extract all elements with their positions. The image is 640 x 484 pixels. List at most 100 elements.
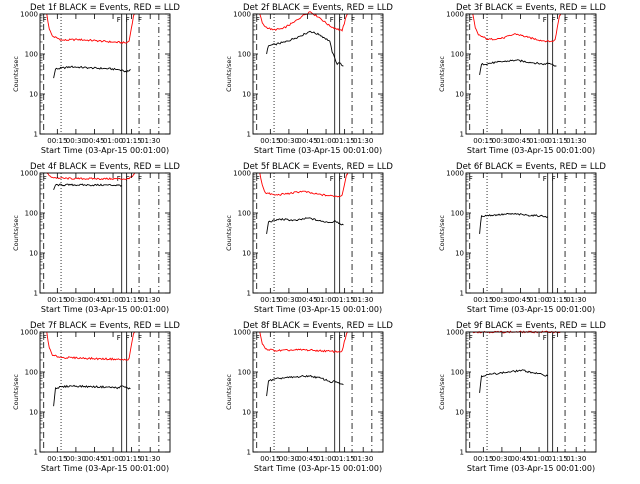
plot-frame	[252, 172, 384, 294]
flag-label: F	[469, 16, 473, 24]
x-tick-label: 00:30	[492, 296, 512, 304]
plot-frame	[39, 13, 171, 135]
y-tick-label: 1000	[20, 329, 38, 337]
panel-title: Det 9f BLACK = Events, RED = LLD	[456, 321, 606, 331]
x-tick-label: 01:00	[316, 296, 336, 304]
x-tick-label: 00:45	[297, 137, 317, 145]
x-tick-label: 01:00	[103, 455, 123, 463]
plot-frame	[465, 13, 597, 135]
flag-label: F	[138, 334, 142, 342]
x-tick-label: 01:15	[335, 296, 355, 304]
panel-title: Det 7f BLACK = Events, RED = LLD	[30, 321, 180, 331]
panel-title: Det 3f BLACK = Events, RED = LLD	[456, 3, 606, 13]
x-tick-label: 01:30	[353, 137, 373, 145]
y-axis-label: Counts/sec	[12, 215, 20, 251]
lld-series-line	[259, 172, 349, 198]
y-tick-label: 10	[455, 250, 464, 258]
flag-label: F	[117, 16, 121, 24]
y-tick-label: 10	[242, 250, 251, 258]
x-tick-label: 01:00	[529, 137, 549, 145]
y-tick-label: 1000	[20, 170, 38, 178]
flag-label: F	[543, 16, 547, 24]
y-axis-label: Counts/sec	[12, 56, 20, 92]
x-tick-label: 01:15	[335, 137, 355, 145]
x-tick-label: 01:00	[103, 137, 123, 145]
plot-frame	[39, 172, 171, 294]
events-series-line	[53, 384, 131, 407]
x-tick-label: 01:30	[140, 455, 160, 463]
x-axis-label: Start Time (03-Apr-15 00:01:00)	[467, 146, 595, 155]
events-series-line	[266, 30, 344, 67]
x-tick-label: 00:15	[473, 296, 493, 304]
x-tick-label: 00:45	[84, 455, 104, 463]
x-tick-label: 01:30	[353, 296, 373, 304]
y-axis-label: Counts/sec	[12, 374, 20, 410]
flag-label: F	[256, 16, 260, 24]
x-tick-label: 01:15	[335, 455, 355, 463]
x-tick-label: 01:00	[316, 455, 336, 463]
y-tick-label: 1	[460, 449, 464, 457]
x-tick-label: 00:45	[297, 455, 317, 463]
x-tick-label: 00:30	[279, 455, 299, 463]
flag-label: F	[43, 175, 47, 183]
flag-label: F	[43, 16, 47, 24]
x-tick-label: 01:30	[566, 455, 586, 463]
y-tick-label: 1	[460, 290, 464, 298]
x-axis-label: Start Time (03-Apr-15 00:01:00)	[41, 305, 169, 314]
flag-label: F	[330, 334, 334, 342]
x-tick-label: 00:45	[510, 296, 530, 304]
x-tick-label: 00:30	[279, 137, 299, 145]
panel-title: Det 5f BLACK = Events, RED = LLD	[243, 162, 393, 172]
flag-label: F	[339, 16, 343, 24]
events-series-line	[53, 65, 131, 79]
x-tick-label: 00:15	[260, 137, 280, 145]
y-tick-label: 1000	[20, 11, 38, 19]
y-tick-label: 1000	[233, 170, 251, 178]
plot-frame	[465, 331, 597, 453]
y-tick-label: 1	[34, 290, 38, 298]
y-tick-label: 1	[34, 449, 38, 457]
x-tick-label: 00:30	[492, 455, 512, 463]
events-series-line	[266, 374, 344, 397]
flag-label: F	[543, 175, 547, 183]
y-tick-label: 100	[25, 51, 38, 59]
x-tick-label: 01:15	[122, 455, 142, 463]
x-tick-label: 00:15	[47, 296, 67, 304]
y-axis-label: Counts/sec	[225, 374, 233, 410]
x-tick-label: 00:30	[492, 137, 512, 145]
panel-title: Det 8f BLACK = Events, RED = LLD	[243, 321, 393, 331]
x-axis-label: Start Time (03-Apr-15 00:01:00)	[41, 146, 169, 155]
events-series-line	[479, 59, 557, 75]
y-tick-label: 1	[247, 449, 251, 457]
y-tick-label: 10	[242, 409, 251, 417]
x-tick-label: 01:00	[316, 137, 336, 145]
flag-label: F	[552, 16, 556, 24]
x-tick-label: 00:15	[473, 137, 493, 145]
y-tick-label: 1	[460, 131, 464, 139]
x-tick-label: 01:15	[548, 137, 568, 145]
flag-label: F	[351, 175, 355, 183]
y-axis-label: Counts/sec	[225, 56, 233, 92]
x-tick-label: 01:30	[566, 296, 586, 304]
flag-label: F	[256, 334, 260, 342]
x-tick-label: 01:30	[566, 137, 586, 145]
x-axis-label: Start Time (03-Apr-15 00:01:00)	[254, 146, 382, 155]
flag-label: F	[126, 16, 130, 24]
x-tick-label: 00:15	[473, 455, 493, 463]
panel-title: Det 1f BLACK = Events, RED = LLD	[30, 3, 180, 13]
flag-label: F	[138, 16, 142, 24]
x-tick-label: 01:30	[140, 296, 160, 304]
lld-series-line	[472, 13, 562, 43]
y-tick-label: 100	[238, 210, 251, 218]
x-axis-label: Start Time (03-Apr-15 00:01:00)	[467, 464, 595, 473]
lld-series-line	[259, 11, 348, 32]
x-tick-label: 00:45	[510, 455, 530, 463]
y-tick-label: 10	[455, 409, 464, 417]
y-tick-label: 10	[455, 91, 464, 99]
